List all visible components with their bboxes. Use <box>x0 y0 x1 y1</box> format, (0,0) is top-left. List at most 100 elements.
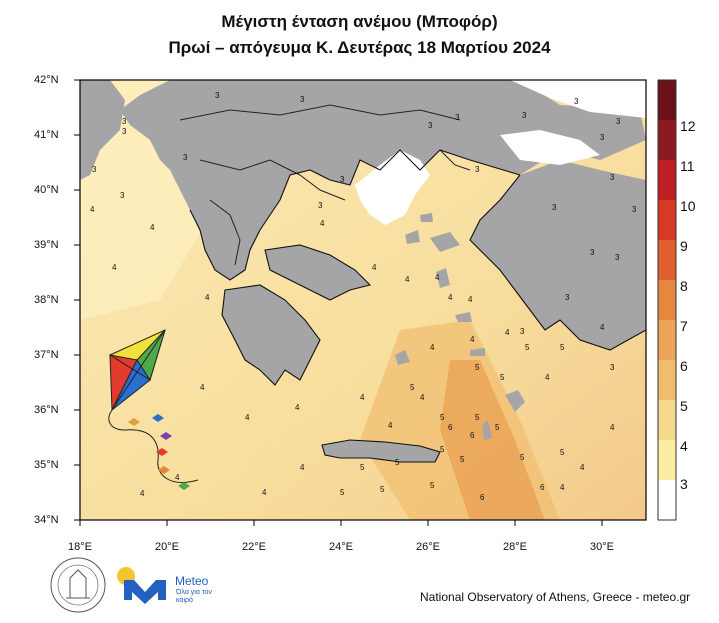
noa-seal-logo <box>50 557 106 613</box>
colorbar <box>657 79 677 521</box>
map-value-label: 4 <box>420 393 425 402</box>
land-chios <box>436 268 450 288</box>
borders <box>179 104 471 266</box>
lon-label: 26°E <box>416 541 440 553</box>
colorbar-frame <box>657 79 677 521</box>
land-italy <box>80 80 125 180</box>
calm-zone-marmara <box>500 130 600 165</box>
land-attica <box>265 245 370 300</box>
land-rhodes <box>505 390 525 412</box>
wind-zone-6 <box>440 360 545 520</box>
axis-ticks <box>74 79 603 526</box>
lat-label: 38°N <box>34 294 59 306</box>
colorbar-label: 3 <box>680 476 688 492</box>
map-value-label: 5 <box>460 455 465 464</box>
map-value-label: 3 <box>300 95 305 104</box>
map-value-label: 4 <box>140 489 145 498</box>
map-value-label: 4 <box>600 323 605 332</box>
map-value-label: 4 <box>610 423 615 432</box>
map-value-label: 3 <box>522 111 527 120</box>
map-value-label: 4 <box>295 403 300 412</box>
colorbar-label: 4 <box>680 438 688 454</box>
map-value-label: 4 <box>90 205 95 214</box>
land-patch <box>590 292 610 308</box>
colorbar-label: 6 <box>680 358 688 374</box>
land-naxos <box>395 350 410 365</box>
map-value-label: 5 <box>430 481 435 490</box>
map-value-label: 5 <box>520 453 525 462</box>
map-value-label: 5 <box>340 488 345 497</box>
map-value-label: 4 <box>150 223 155 232</box>
map-title: Μέγιστη ένταση ανέμου (Μποφόρ) <box>221 12 498 31</box>
colorbar-band <box>658 400 676 440</box>
map-value-label: 5 <box>410 383 415 392</box>
calm-zone-black-sea <box>510 80 646 118</box>
map-value-label: 4 <box>320 219 325 228</box>
colorbar-label: 7 <box>680 318 688 334</box>
colorbar-label: 12 <box>680 118 696 134</box>
map-value-label: 5 <box>440 445 445 454</box>
lat-label: 36°N <box>34 404 59 416</box>
colorbar-band <box>658 160 676 200</box>
lat-label: 35°N <box>34 459 59 471</box>
lat-label: 37°N <box>34 349 59 361</box>
colorbar-band <box>658 480 676 520</box>
land-thasos <box>420 213 433 222</box>
map-value-label: 4 <box>205 293 210 302</box>
map-value-label: 4 <box>112 263 117 272</box>
map-value-label: 3 <box>122 117 127 126</box>
map-value-label: 3 <box>552 203 557 212</box>
land-crete <box>322 440 440 462</box>
map-value-label: 3 <box>215 91 220 100</box>
map-value-label: 3 <box>574 97 579 106</box>
lat-label: 39°N <box>34 239 59 251</box>
map-value-label: 3 <box>318 201 323 210</box>
lat-label: 41°N <box>34 129 59 141</box>
map-value-label: 5 <box>475 363 480 372</box>
land-peloponnese <box>222 285 320 385</box>
coastlines <box>189 149 646 463</box>
map-value-label: 4 <box>388 421 393 430</box>
meteo-tagline: Όλα για τον καιρό <box>176 589 212 604</box>
map-value-label: 3 <box>610 363 615 372</box>
map-value-label: 4 <box>300 463 305 472</box>
land-kos <box>470 348 485 356</box>
map-value-label: 5 <box>360 463 365 472</box>
map-value-label: 3 <box>475 165 480 174</box>
land-samos <box>455 312 472 322</box>
lon-label: 30°E <box>590 541 614 553</box>
map-value-label: 6 <box>470 431 475 440</box>
map-value-label: 3 <box>610 173 615 182</box>
map-value-label: 3 <box>340 175 345 184</box>
colorbar-label: 9 <box>680 238 688 254</box>
map-value-label: 5 <box>395 458 400 467</box>
map-value-label: 4 <box>372 263 377 272</box>
colorbar-label: 5 <box>680 398 688 414</box>
map-value-label: 5 <box>500 373 505 382</box>
map-value-label: 4 <box>580 463 585 472</box>
map-value-label: 3 <box>120 191 125 200</box>
colorbar-label: 10 <box>680 198 696 214</box>
land-karpathos <box>482 420 492 440</box>
colorbar-band <box>658 360 676 400</box>
map-value-label: 3 <box>183 153 188 162</box>
map-value-label: 3 <box>428 121 433 130</box>
map-value-label: 4 <box>468 295 473 304</box>
map-value-label: 3 <box>92 165 97 174</box>
lon-label: 20°E <box>155 541 179 553</box>
map-value-label: 3 <box>600 133 605 142</box>
map-value-label: 3 <box>632 205 637 214</box>
colorbar-band <box>658 280 676 320</box>
map-value-label: 4 <box>435 273 440 282</box>
meteo-logo <box>117 567 166 604</box>
land-balkans <box>120 80 646 280</box>
colorbar-band <box>658 200 676 240</box>
footer-credit: National Observatory of Athens, Greece -… <box>420 590 691 604</box>
land-patch <box>606 230 634 250</box>
map-value-label: 4 <box>245 413 250 422</box>
land-lesvos <box>430 232 460 252</box>
lat-label: 40°N <box>34 184 59 196</box>
colorbar-band <box>658 80 676 120</box>
lat-label: 34°N <box>34 514 59 526</box>
